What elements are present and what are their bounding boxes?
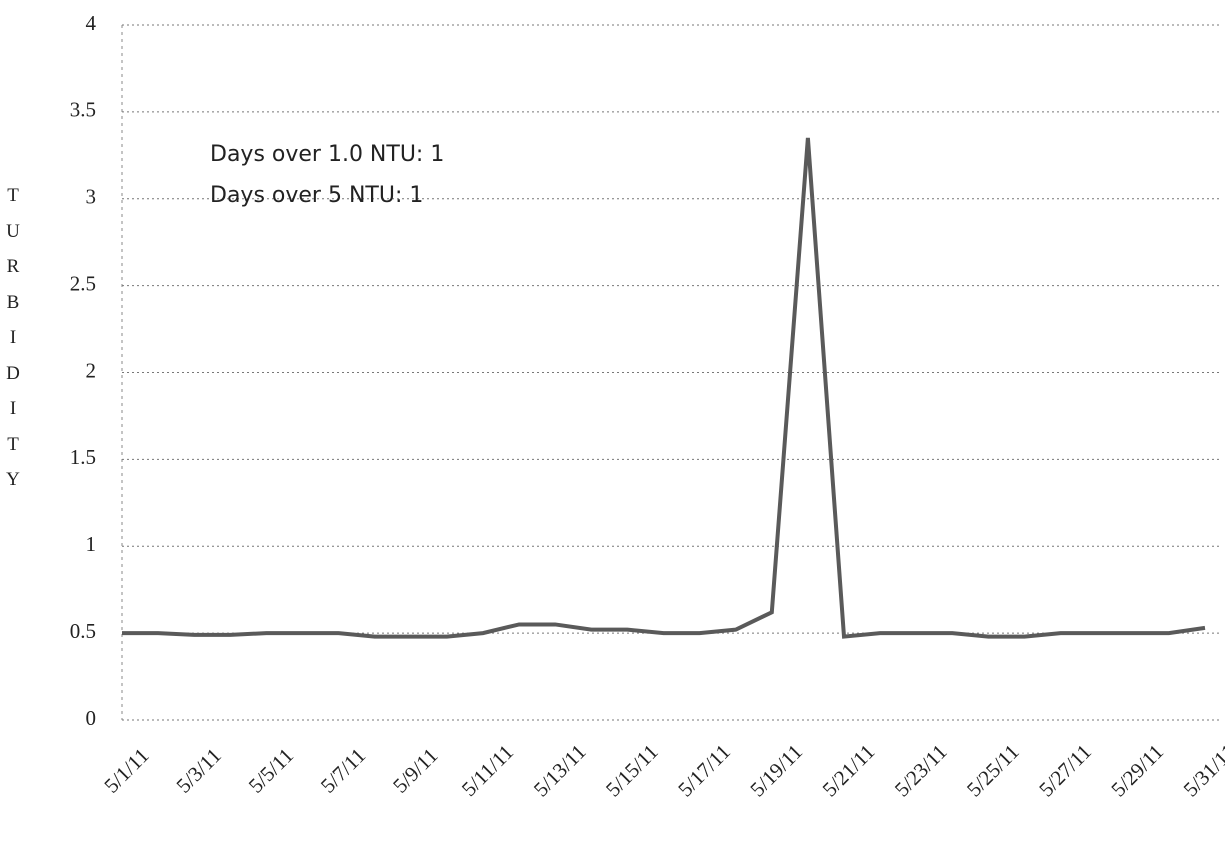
- y-tick-label: 4: [86, 11, 97, 35]
- x-tick-label: 5/5/11: [244, 743, 298, 797]
- y-tick-label: 2.5: [70, 271, 96, 295]
- x-tick-label: 5/25/11: [962, 740, 1024, 802]
- y-tick-label: 0: [86, 706, 97, 730]
- series-line: [122, 137, 1206, 639]
- y-tick-label: 1.5: [70, 445, 96, 469]
- y-tick-label: 3.5: [70, 98, 96, 122]
- y-tick-label: 0.5: [70, 619, 96, 643]
- x-tick-label: 5/7/11: [316, 743, 370, 797]
- x-tick-label: 5/1/11: [99, 743, 153, 797]
- y-axis-label: TURBIDITY: [6, 185, 20, 490]
- x-tick-label: 5/31/11: [1179, 740, 1225, 802]
- y-tick-label: 1: [86, 532, 97, 556]
- annotation: Days over 5 NTU: 1: [210, 183, 423, 208]
- x-tick-label: 5/11/11: [457, 740, 518, 801]
- x-tick-label: 5/3/11: [171, 743, 225, 797]
- x-tick-label: 5/23/11: [890, 740, 952, 802]
- x-tick-label: 5/19/11: [745, 740, 807, 802]
- x-tick-label: 5/17/11: [673, 740, 735, 802]
- x-tick-label: 5/13/11: [529, 740, 591, 802]
- x-tick-label: 5/15/11: [601, 740, 663, 802]
- y-tick-label: 3: [86, 185, 97, 209]
- x-tick-label: 5/21/11: [818, 740, 880, 802]
- x-tick-label: 5/9/11: [388, 743, 442, 797]
- y-tick-label: 2: [86, 358, 97, 382]
- x-tick-label: 5/29/11: [1106, 740, 1168, 802]
- x-tick-label: 5/27/11: [1034, 740, 1096, 802]
- annotation: Days over 1.0 NTU: 1: [210, 142, 444, 167]
